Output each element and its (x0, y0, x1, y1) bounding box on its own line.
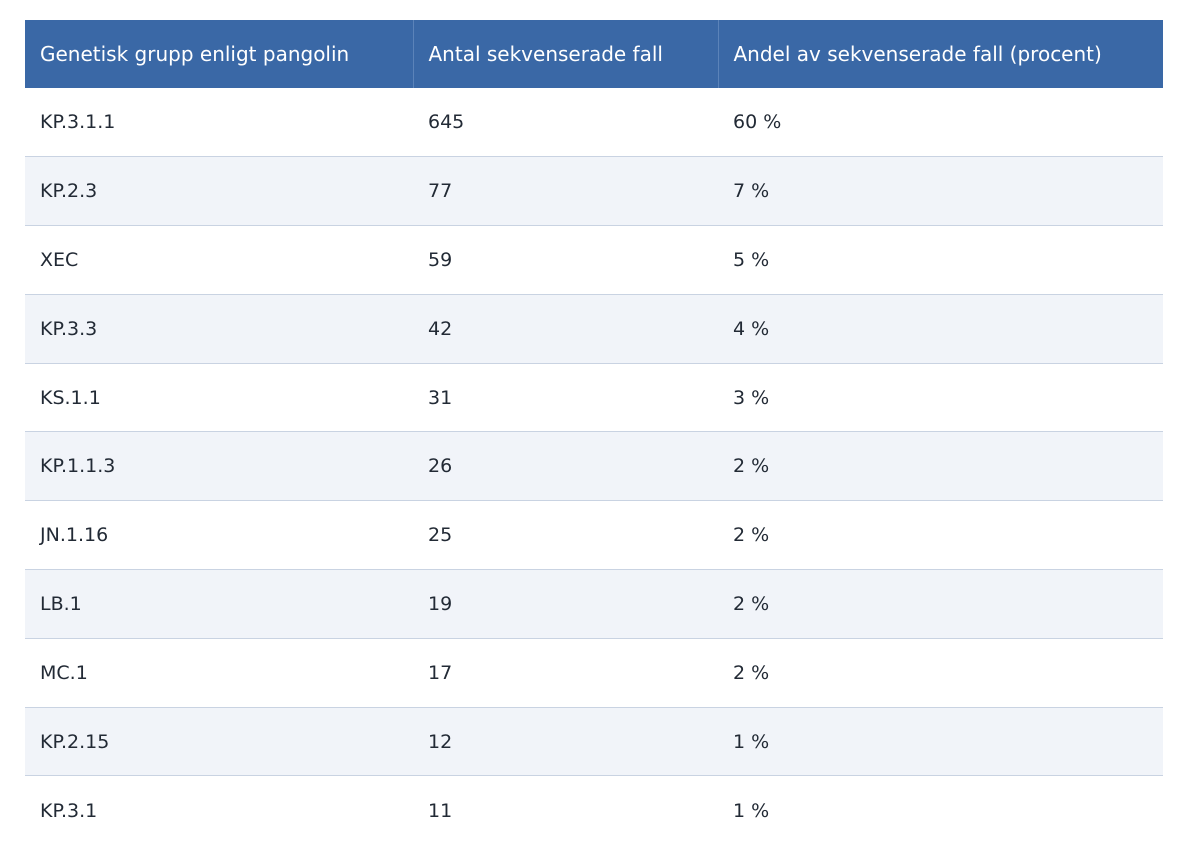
lineage-cell: KP.3.1.1 (40, 111, 116, 134)
share-cell: 60 % (733, 111, 782, 134)
count-cell: 42 (428, 317, 453, 340)
table-row: KP.3.1.1 645 60 % (25, 88, 1163, 157)
column-header-share: Andel av sekvenserade fall (procent) (733, 42, 1102, 66)
share-cell: 1 % (733, 730, 770, 753)
table-row: JN.1.16 25 2 % (25, 500, 1163, 570)
count-cell: 645 (428, 111, 465, 134)
count-cell: 31 (428, 386, 453, 409)
share-cell: 2 % (733, 455, 770, 478)
count-cell: 25 (428, 524, 453, 547)
share-cell: 4 % (733, 317, 770, 340)
share-cell: 3 % (733, 386, 770, 409)
share-cell: 2 % (733, 524, 770, 547)
count-cell: 11 (428, 799, 453, 822)
header-row: Genetisk grupp enligt pangolin Antal sek… (25, 20, 1163, 88)
table-row: KS.1.1 31 3 % (25, 363, 1163, 432)
count-cell: 77 (428, 180, 453, 203)
lineage-cell: KP.2.15 (40, 730, 110, 753)
lineage-cell: KP.3.1 (40, 799, 98, 822)
table-row: KP.3.3 42 4 % (25, 294, 1163, 364)
lineage-table-container: Genetisk grupp enligt pangolin Antal sek… (25, 20, 1163, 845)
share-cell: 2 % (733, 592, 770, 615)
lineage-cell: LB.1 (40, 592, 82, 615)
table-row: XEC 59 5 % (25, 225, 1163, 295)
table-row: KP.1.1.3 26 2 % (25, 431, 1163, 501)
count-cell: 59 (428, 248, 453, 271)
table-row: MC.1 17 2 % (25, 638, 1163, 708)
table-row: KP.2.15 12 1 % (25, 707, 1163, 776)
lineage-table: Genetisk grupp enligt pangolin Antal sek… (25, 20, 1163, 845)
share-cell: 1 % (733, 799, 770, 822)
share-cell: 2 % (733, 661, 770, 684)
table-header: Genetisk grupp enligt pangolin Antal sek… (25, 20, 1163, 88)
share-cell: 5 % (733, 248, 770, 271)
table-row: KP.3.1 11 1 % (25, 775, 1163, 845)
table-row: KP.2.3 77 7 % (25, 156, 1163, 226)
lineage-cell: KS.1.1 (40, 386, 101, 409)
column-header-count: Antal sekvenserade fall (413, 20, 719, 88)
lineage-cell: KP.2.3 (40, 180, 98, 203)
lineage-cell: MC.1 (40, 661, 88, 684)
lineage-cell: KP.1.1.3 (40, 455, 116, 478)
lineage-cell: XEC (40, 248, 79, 271)
table-body: KP.3.1.1 645 60 % KP.2.3 77 7 % XEC 59 5… (25, 88, 1163, 845)
count-cell: 19 (428, 592, 453, 615)
column-header-lineage: Genetisk grupp enligt pangolin (25, 20, 414, 88)
count-cell: 17 (428, 661, 453, 684)
lineage-cell: JN.1.16 (40, 524, 109, 547)
share-cell: 7 % (733, 180, 770, 203)
table-row: LB.1 19 2 % (25, 569, 1163, 639)
count-cell: 26 (428, 455, 453, 478)
lineage-cell: KP.3.3 (40, 317, 98, 340)
count-cell: 12 (428, 730, 453, 753)
